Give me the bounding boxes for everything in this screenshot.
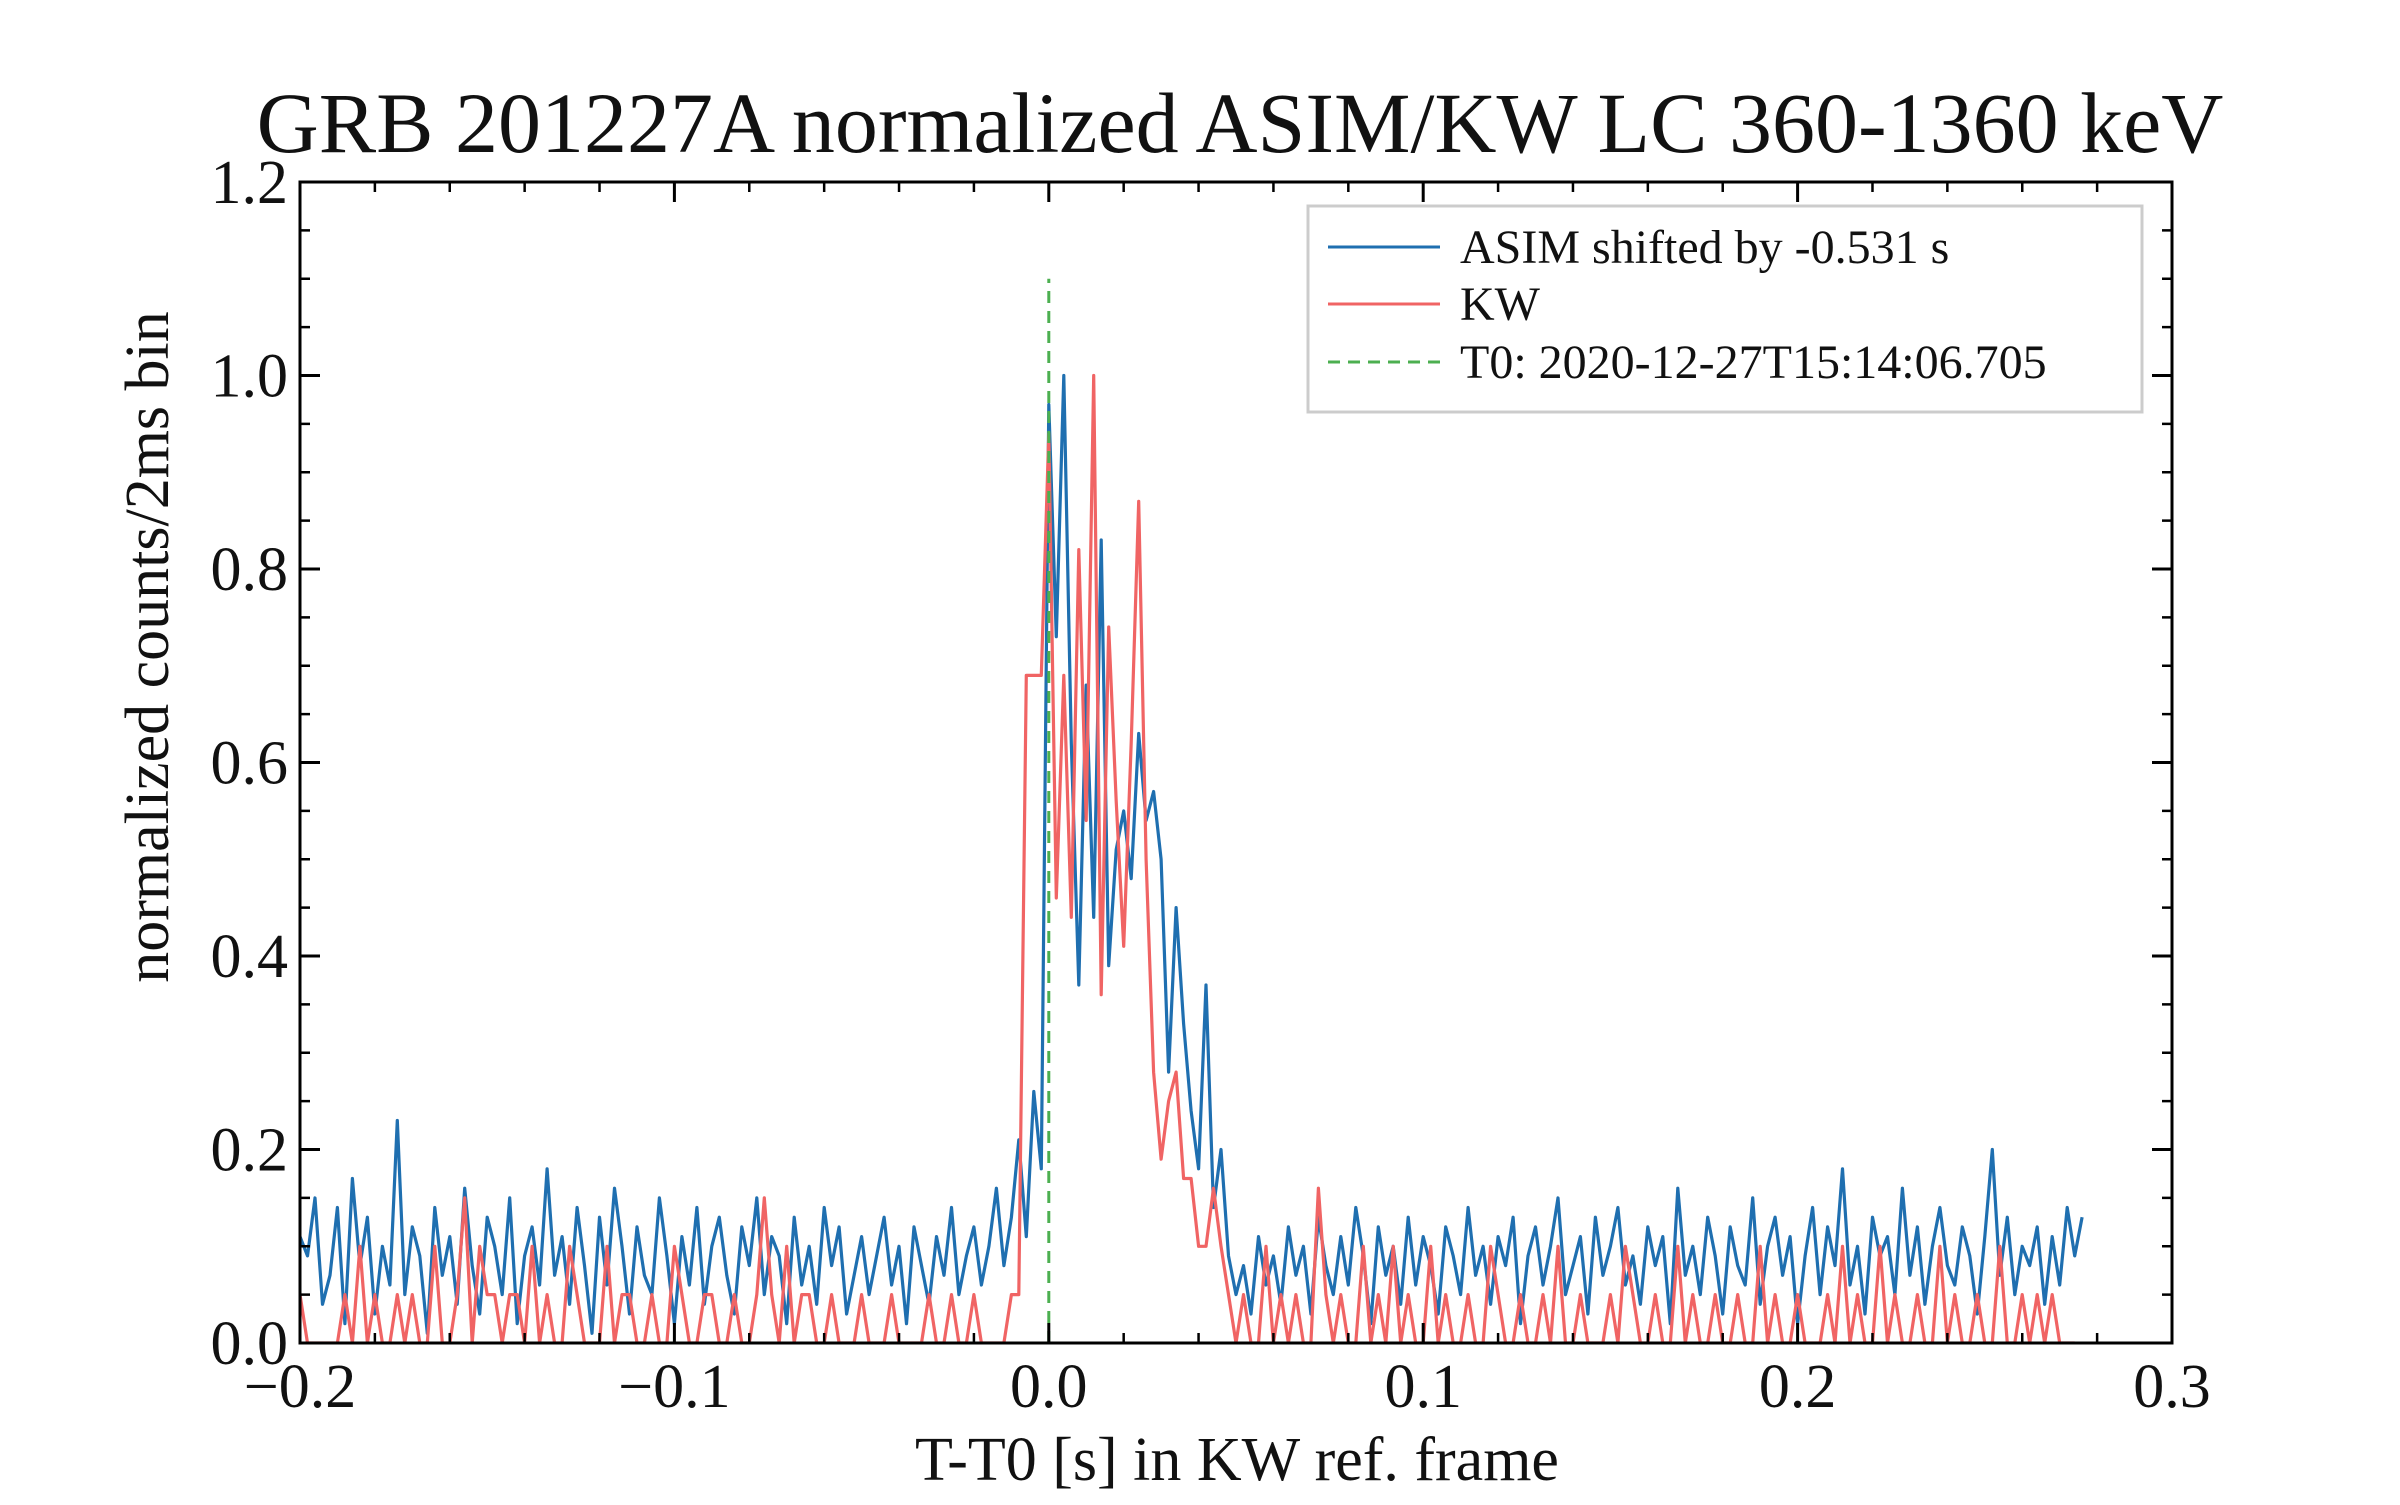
x-tick-label: 0.1 [1384,1353,1462,1421]
y-tick-label: 1.2 [211,149,289,217]
legend-label-t0: T0: 2020-12-27T15:14:06.705 [1460,336,2047,389]
series-line-asim [300,373,2084,1335]
legend-frame [1306,204,2144,414]
legend-label-asim: ASIM shifted by -0.531 s [1460,221,1949,274]
y-tick-label: 0.0 [211,1310,289,1378]
y-tick-label: 0.2 [211,1117,289,1185]
x-tick-label: 0.2 [1759,1353,1837,1421]
x-tick-label: −0.2 [244,1353,356,1421]
x-tick-label: 0.0 [1010,1353,1088,1421]
y-tick-label: 0.8 [211,536,289,604]
axes: −0.2 −0.1 0.0 0.1 0.2 0.3 0.0 0.2 0.4 0.6 0.8 1.0 1.… [211,149,2211,1421]
legend: ASIM shifted by -0.531 s KW T0: 2020-12-… [1306,204,2144,414]
x-tick-label: −0.1 [618,1353,730,1421]
y-tick-label: 0.6 [211,730,289,798]
x-tick-label: 0.3 [2133,1353,2211,1421]
series-line-kw [300,373,2075,1343]
y-tick-label: 1.0 [211,343,289,411]
y-axis-label: normalized counts/2ms bin [114,311,182,983]
y-tick-label: 0.4 [211,923,289,991]
x-axis-label: T-T0 [s] in KW ref. frame [915,1426,1559,1494]
chart-title: GRB 201227A normalized ASIM/KW LC 360-13… [257,75,2224,171]
legend-label-kw: KW [1460,278,1541,331]
plot-area [300,278,2084,1343]
